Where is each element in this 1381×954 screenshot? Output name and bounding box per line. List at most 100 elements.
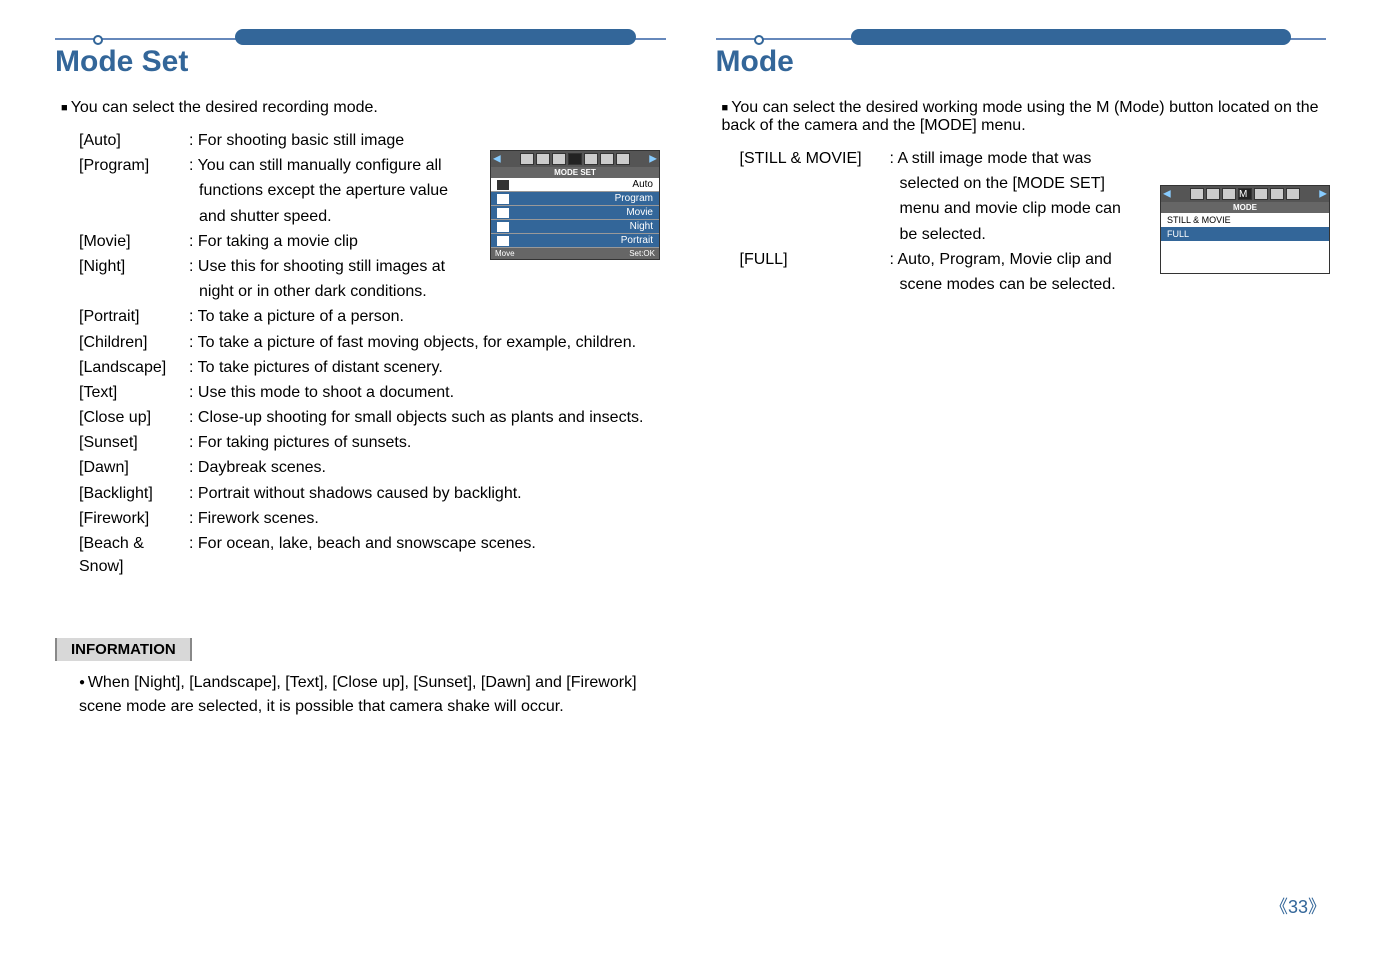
def-desc: : For ocean, lake, beach and snowscape s…	[189, 532, 666, 578]
menu-item: Auto	[491, 178, 659, 192]
def-label: [Landscape]	[79, 356, 189, 379]
menu-item: Night	[491, 220, 659, 234]
tab-icon	[1190, 188, 1204, 200]
tab-icon	[552, 153, 566, 165]
menu-title: MODE SET	[491, 167, 659, 178]
tab-icon	[1270, 188, 1284, 200]
def-desc: scene modes can be selected.	[900, 273, 1327, 296]
def-desc: : Daybreak scenes.	[189, 456, 666, 479]
def-label	[79, 205, 189, 228]
menu-title: MODE	[1161, 202, 1329, 213]
def-label: [Backlight]	[79, 482, 189, 505]
def-desc: : To take pictures of distant scenery.	[189, 356, 666, 379]
def-desc: night or in other dark conditions.	[199, 280, 666, 303]
right-column: Mode You can select the desired working …	[716, 35, 1327, 718]
title-mode-set: Mode Set	[55, 45, 208, 78]
menu-item: Movie	[491, 206, 659, 220]
def-label: [Sunset]	[79, 431, 189, 454]
information-box: INFORMATION When [Night], [Landscape], […	[55, 638, 666, 717]
def-desc: : For shooting basic still image	[189, 129, 666, 152]
arrow-left-icon: ◀	[493, 154, 501, 165]
bullet-dot	[754, 35, 764, 45]
title-bar-left: Mode Set	[55, 35, 666, 79]
def-label	[79, 179, 189, 202]
lead-right: You can select the desired working mode …	[722, 99, 1327, 135]
menu-item-text: STILL & MOVIE	[1167, 215, 1231, 225]
night-icon	[497, 222, 509, 232]
tab-icon	[1254, 188, 1268, 200]
tab-icon	[616, 153, 630, 165]
information-header: INFORMATION	[55, 638, 192, 661]
left-column: Mode Set You can select the desired reco…	[55, 35, 666, 718]
def-label: [Portrait]	[79, 305, 189, 328]
menu-item-text: Program	[615, 193, 653, 204]
def-desc: : Firework scenes.	[189, 507, 666, 530]
movie-icon	[497, 208, 509, 218]
page-number: 《33》	[1270, 893, 1326, 919]
def-desc: : A still image mode that was	[890, 147, 1327, 170]
def-label: [Firework]	[79, 507, 189, 530]
arrow-right-icon: ▶	[649, 154, 657, 165]
def-desc: : For taking pictures of sunsets.	[189, 431, 666, 454]
menu-item: Program	[491, 192, 659, 206]
menu-footer: Move Set:OK	[491, 248, 659, 259]
page-columns: Mode Set You can select the desired reco…	[55, 35, 1326, 718]
lead-left: You can select the desired recording mod…	[61, 99, 666, 117]
tab-icon-active: M	[1238, 188, 1252, 200]
tab-icon	[536, 153, 550, 165]
program-icon	[497, 194, 509, 204]
tab-icon	[1286, 188, 1300, 200]
tab-icon-active	[568, 153, 582, 165]
portrait-icon	[497, 236, 509, 246]
tab-icon	[1222, 188, 1236, 200]
def-label: [FULL]	[740, 248, 890, 271]
menu-item-text: Night	[630, 221, 653, 232]
tab-icon	[520, 153, 534, 165]
def-desc: : To take a picture of a person.	[189, 305, 666, 328]
title-pill	[235, 29, 636, 45]
menu-item-text: Portrait	[621, 235, 653, 246]
footer-move: Move	[495, 249, 515, 258]
def-label: [Auto]	[79, 129, 189, 152]
def-label: [Beach & Snow]	[79, 532, 189, 578]
title-bar-right: Mode	[716, 35, 1327, 79]
def-label: [Close up]	[79, 406, 189, 429]
camera-icon	[497, 180, 509, 190]
tab-icon	[584, 153, 598, 165]
title-mode: Mode	[716, 45, 814, 78]
def-label: [STILL & MOVIE]	[740, 147, 890, 170]
def-desc: : Portrait without shadows caused by bac…	[189, 482, 666, 505]
tab-icon	[1206, 188, 1220, 200]
arrow-right-icon: ▶	[1319, 189, 1327, 200]
menu-item-text: FULL	[1167, 229, 1189, 239]
def-label: [Program]	[79, 154, 189, 177]
menu-item-text: Movie	[626, 207, 653, 218]
menu-item: FULL	[1161, 227, 1329, 241]
footer-set: Set:OK	[629, 249, 655, 258]
information-text: When [Night], [Landscape], [Text], [Clos…	[79, 671, 666, 717]
title-pill	[851, 29, 1292, 45]
menu-tabs: ◀ M ▶	[1161, 186, 1329, 202]
def-label: [Movie]	[79, 230, 189, 253]
arrow-left-icon: ◀	[1163, 189, 1171, 200]
menu-tabs: ◀ ▶	[491, 151, 659, 167]
menu-item: STILL & MOVIE	[1161, 213, 1329, 227]
def-label	[740, 273, 890, 296]
menu-item-text: Auto	[632, 179, 653, 190]
tab-icon	[600, 153, 614, 165]
camera-menu-mode: ◀ M ▶ MODE STILL & MOVIE FULL	[1160, 185, 1330, 274]
menu-item: Portrait	[491, 234, 659, 248]
def-label	[740, 223, 890, 246]
def-label	[79, 280, 189, 303]
def-label	[740, 197, 890, 220]
def-label: [Text]	[79, 381, 189, 404]
camera-menu-modeset: ◀ ▶ MODE SET Auto Program Movie Night Po…	[490, 150, 660, 260]
def-label: [Dawn]	[79, 456, 189, 479]
def-desc: : To take a picture of fast moving objec…	[189, 331, 666, 354]
def-desc: : Use this mode to shoot a document.	[189, 381, 666, 404]
bullet-dot	[93, 35, 103, 45]
information-body: When [Night], [Landscape], [Text], [Clos…	[79, 671, 666, 717]
def-label: [Night]	[79, 255, 189, 278]
def-desc: : Close-up shooting for small objects su…	[189, 406, 666, 429]
def-label	[740, 172, 890, 195]
